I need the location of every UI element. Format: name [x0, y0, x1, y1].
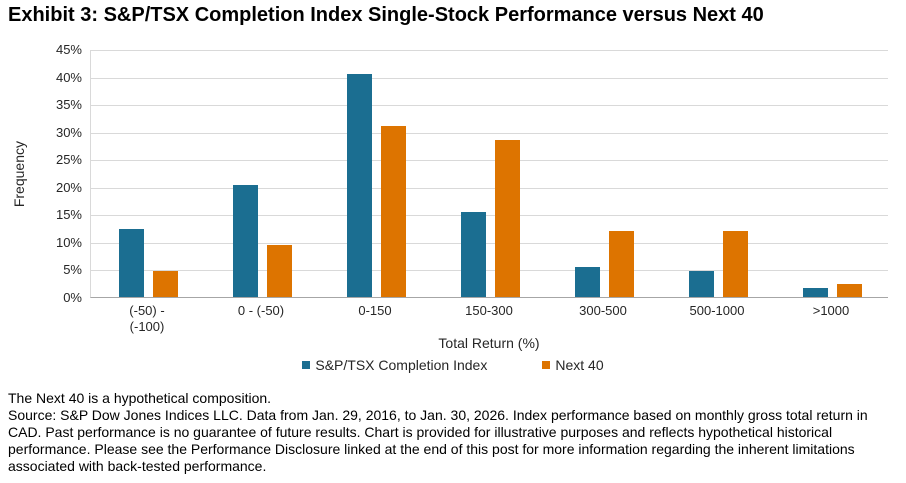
- bar-next-40: [152, 270, 178, 297]
- footnotes: The Next 40 is a hypothetical compositio…: [8, 390, 896, 475]
- y-tick-label: 40%: [55, 69, 82, 85]
- bar-completion-index: [118, 229, 144, 297]
- bar-completion-index: [688, 271, 714, 297]
- bar-next-40: [722, 231, 748, 297]
- bar-completion-index: [232, 185, 258, 297]
- gridline: [91, 270, 888, 272]
- footnote-source: Source: S&P Dow Jones Indices LLC. Data …: [8, 407, 868, 474]
- legend-label: Next 40: [555, 357, 604, 373]
- gridline: [91, 105, 888, 107]
- bar-next-40: [608, 231, 634, 297]
- bar-completion-index: [574, 267, 600, 297]
- footnote-hypothetical: The Next 40 is a hypothetical compositio…: [8, 390, 272, 406]
- legend-swatch-icon: [542, 361, 551, 369]
- y-tick-label: 45%: [55, 42, 82, 57]
- x-category-label: (-50) - (-100): [129, 303, 165, 334]
- x-category-label: 150-300: [465, 303, 513, 318]
- y-tick-label: 5%: [63, 262, 82, 278]
- x-category-label: 300-500: [579, 303, 627, 318]
- legend: S&P/TSX Completion Index Next 40: [0, 357, 906, 373]
- bar-completion-index: [346, 74, 372, 297]
- bar-completion-index: [460, 211, 486, 297]
- x-category-label: 500-1000: [689, 303, 745, 318]
- x-category-label: 0-150: [358, 303, 392, 318]
- x-category-label: 0 - (-50): [237, 303, 285, 318]
- x-axis-title: Total Return (%): [438, 335, 540, 351]
- y-tick-label: 30%: [55, 124, 82, 140]
- y-axis-title-wrap: Frequency: [8, 50, 30, 298]
- legend-label: S&P/TSX Completion Index: [315, 357, 488, 373]
- chart-title: Exhibit 3: S&P/TSX Completion Index Sing…: [8, 4, 764, 26]
- legend-entry: S&P/TSX Completion Index: [302, 357, 487, 373]
- gridline: [91, 242, 888, 244]
- y-tick-label: 20%: [55, 179, 82, 195]
- bar-next-40: [836, 284, 862, 297]
- y-tick-label: 25%: [55, 152, 82, 168]
- bar-next-40: [380, 126, 406, 297]
- legend-entry: Next 40: [542, 357, 604, 373]
- gridline: [91, 77, 888, 79]
- x-category-label: >1000: [812, 303, 850, 318]
- y-tick-label: 15%: [55, 207, 82, 223]
- gridline: [91, 132, 888, 134]
- y-tick-label: 0%: [63, 290, 82, 305]
- bar-next-40: [494, 139, 520, 297]
- legend-swatch-icon: [302, 361, 311, 369]
- y-tick-label: 35%: [55, 97, 82, 113]
- y-tick-label: 10%: [55, 234, 82, 250]
- bar-next-40: [266, 244, 292, 297]
- gridline: [91, 187, 888, 189]
- gridline: [91, 160, 888, 162]
- plot-area: [90, 50, 888, 298]
- bar-completion-index: [802, 288, 828, 297]
- y-axis-title: Frequency: [11, 140, 27, 208]
- gridline: [91, 50, 888, 51]
- x-axis-labels: (-50) - (-100) 0 - (-50) 0-150 150-300 300-5…: [90, 303, 888, 335]
- gridline: [91, 215, 888, 217]
